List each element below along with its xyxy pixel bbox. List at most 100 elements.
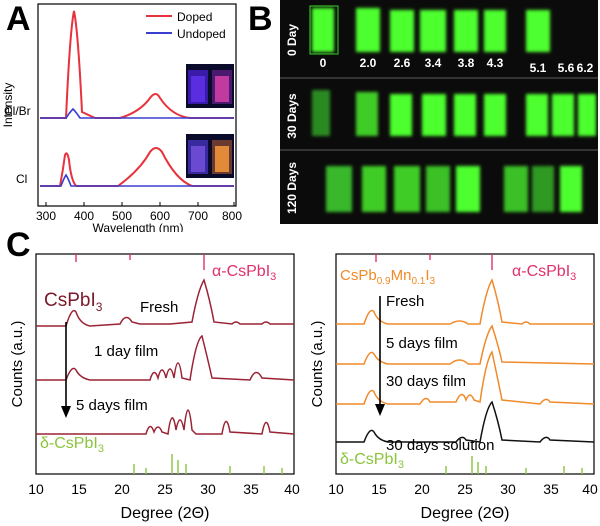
panel-a-xlabel: Wavelength (nm) xyxy=(93,221,184,232)
film-sample xyxy=(394,166,420,212)
compound-label-right: CsPb0.9Mn0.1I3 xyxy=(340,267,436,287)
clbr-undoped-curve xyxy=(40,107,234,119)
alpha-reference-ticks xyxy=(75,254,205,270)
cl-undoped-curve xyxy=(40,173,234,187)
trace-30days-right xyxy=(336,350,595,405)
film-sample xyxy=(326,166,352,212)
film-sample xyxy=(560,166,582,212)
legend-undoped-text: Undoped xyxy=(177,27,226,41)
panel-b-photo: 0 Day 30 Days 120 Days 0 2.0 2.6 3.4 3.8… xyxy=(280,0,598,224)
c-xtick: 15 xyxy=(71,481,87,497)
c-xtick: 10 xyxy=(328,481,344,497)
a-xtick: 700 xyxy=(188,209,208,223)
trace-fresh-right xyxy=(336,278,594,325)
film-sample xyxy=(420,10,446,52)
panel-b-label: B xyxy=(248,0,273,38)
film-sample xyxy=(390,10,414,52)
trace-label-5days-right: 5 days film xyxy=(386,335,458,352)
film-sample xyxy=(526,10,550,52)
c-xtick: 10 xyxy=(28,481,44,497)
delta-label-right: δ-CsPbI3 xyxy=(340,451,404,471)
trace-label-5days: 5 days film xyxy=(76,397,148,414)
film-sample xyxy=(484,94,506,136)
film-sample xyxy=(426,166,450,212)
film-sample xyxy=(422,94,446,136)
conc-label: 6.2 xyxy=(577,61,594,75)
trace-label-1day: 1 day film xyxy=(94,343,158,360)
film-sample xyxy=(356,8,380,52)
panel-a-ylabel: Intensity xyxy=(1,83,15,128)
panel-c-left-plot: α-CsPbI3 CsPbI3 Fresh 1 day film 5 days … xyxy=(9,253,300,522)
film-sample xyxy=(552,94,574,136)
panel-a-plot: Doped Undoped Cl/Br Cl Intensity 300 400… xyxy=(1,3,242,232)
film-sample xyxy=(454,10,478,52)
panel-c-label: C xyxy=(6,226,31,264)
c-left-frame xyxy=(35,253,295,475)
c-xtick: 20 xyxy=(114,481,130,497)
alpha-reference-ticks xyxy=(375,254,493,270)
sample-label-clbr: Cl/Br xyxy=(4,104,31,118)
c-xtick: 25 xyxy=(457,481,473,497)
conc-label: 2.0 xyxy=(360,56,377,70)
compound-label-left: CsPbI3 xyxy=(44,290,103,314)
trace-label-fresh-right: Fresh xyxy=(386,293,424,310)
film-sample xyxy=(454,94,476,136)
row-label-120days: 120 Days xyxy=(285,162,299,214)
c-right-xlabel: Degree (2Θ) xyxy=(421,505,510,522)
c-xtick: 30 xyxy=(500,481,516,497)
c-xtick: 40 xyxy=(582,481,598,497)
film-sample xyxy=(356,92,378,136)
conc-label: 2.6 xyxy=(394,56,411,70)
row-label-0day: 0 Day xyxy=(285,24,299,56)
alpha-label-right: α-CsPbI3 xyxy=(512,263,576,283)
c-xtick: 25 xyxy=(157,481,173,497)
aging-arrowhead-right xyxy=(375,404,385,416)
delta-reference-ticks xyxy=(133,454,283,474)
c-xtick: 40 xyxy=(284,481,300,497)
c-left-xlabel: Degree (2Θ) xyxy=(121,505,210,522)
c-right-xticks: 10 15 20 25 30 35 40 xyxy=(328,481,598,497)
trace-solution-right xyxy=(336,400,595,443)
trace-label-fresh: Fresh xyxy=(140,299,178,316)
conc-label: 4.3 xyxy=(487,56,504,70)
c-xtick: 35 xyxy=(543,481,559,497)
conc-label: 0 xyxy=(320,56,327,70)
c-xtick: 15 xyxy=(371,481,387,497)
film-sample xyxy=(362,166,386,212)
panel-c-right-plot: α-CsPbI3 CsPb0.9Mn0.1I3 Fresh 5 days fil… xyxy=(309,253,598,522)
a-xtick: 800 xyxy=(222,209,242,223)
film-sample xyxy=(484,10,506,52)
aging-arrowhead xyxy=(61,406,71,418)
conc-label: 5.6 xyxy=(558,61,575,75)
legend-doped-text: Doped xyxy=(177,10,212,24)
conc-label: 3.4 xyxy=(425,56,442,70)
panel-a-xticks: 300 400 500 600 700 800 xyxy=(36,202,242,223)
trace-5days xyxy=(36,409,295,435)
film-sample xyxy=(526,94,548,136)
concentration-labels: 0 2.0 2.6 3.4 3.8 4.3 5.1 5.6 6.2 xyxy=(320,56,594,75)
panel-a-frame xyxy=(37,3,237,207)
a-xtick: 300 xyxy=(36,209,56,223)
c-xtick: 20 xyxy=(414,481,430,497)
delta-label-left: δ-CsPbI3 xyxy=(40,435,104,455)
alpha-label-left: α-CsPbI3 xyxy=(212,263,276,283)
trace-1day xyxy=(36,334,295,381)
film-sample xyxy=(390,94,412,136)
trace-label-solution-right: 30 days solution xyxy=(386,437,494,454)
trace-label-30days-right: 30 days film xyxy=(386,373,466,390)
trace-fresh xyxy=(36,278,294,327)
panel-a-label: A xyxy=(6,0,31,38)
c-xtick: 35 xyxy=(243,481,259,497)
a-xtick: 500 xyxy=(112,209,132,223)
film-sample xyxy=(456,166,480,212)
film-row-30days xyxy=(312,90,596,136)
sample-label-cl: Cl xyxy=(16,172,27,186)
c-right-ylabel: Counts (a.u.) xyxy=(309,321,326,408)
a-xtick: 400 xyxy=(74,209,94,223)
c-xtick: 30 xyxy=(200,481,216,497)
a-xtick: 600 xyxy=(150,209,170,223)
film-sample xyxy=(578,94,596,136)
film-sample xyxy=(532,166,554,212)
conc-label: 5.1 xyxy=(530,61,547,75)
delta-reference-ticks xyxy=(445,456,583,474)
